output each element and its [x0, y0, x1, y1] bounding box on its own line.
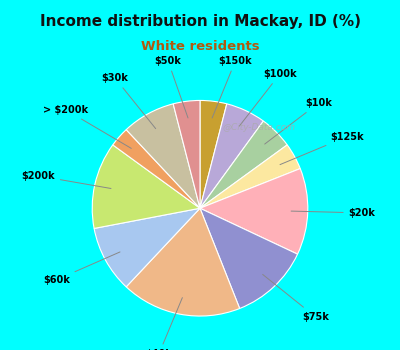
Text: $75k: $75k: [263, 274, 329, 322]
Text: $50k: $50k: [154, 56, 188, 118]
Wedge shape: [126, 104, 200, 208]
Text: Income distribution in Mackay, ID (%): Income distribution in Mackay, ID (%): [40, 14, 360, 29]
Wedge shape: [126, 208, 240, 316]
Wedge shape: [200, 145, 300, 208]
Wedge shape: [92, 145, 200, 229]
Text: $30k: $30k: [102, 73, 156, 129]
Text: $150k: $150k: [212, 56, 252, 118]
Wedge shape: [173, 100, 200, 208]
Wedge shape: [200, 104, 263, 208]
Text: $20k: $20k: [291, 208, 376, 218]
Text: $100k: $100k: [239, 69, 297, 126]
Wedge shape: [200, 121, 287, 208]
Text: @City-Data.com: @City-Data.com: [223, 123, 296, 132]
Text: $40k: $40k: [145, 298, 182, 350]
Text: White residents: White residents: [141, 40, 259, 53]
Text: $125k: $125k: [280, 132, 364, 164]
Text: $200k: $200k: [21, 171, 111, 189]
Wedge shape: [200, 100, 227, 208]
Text: $10k: $10k: [265, 98, 332, 144]
Text: $60k: $60k: [43, 252, 120, 285]
Text: > $200k: > $200k: [43, 105, 131, 148]
Wedge shape: [94, 208, 200, 287]
Wedge shape: [200, 169, 308, 254]
Wedge shape: [113, 130, 200, 208]
Wedge shape: [200, 208, 298, 308]
